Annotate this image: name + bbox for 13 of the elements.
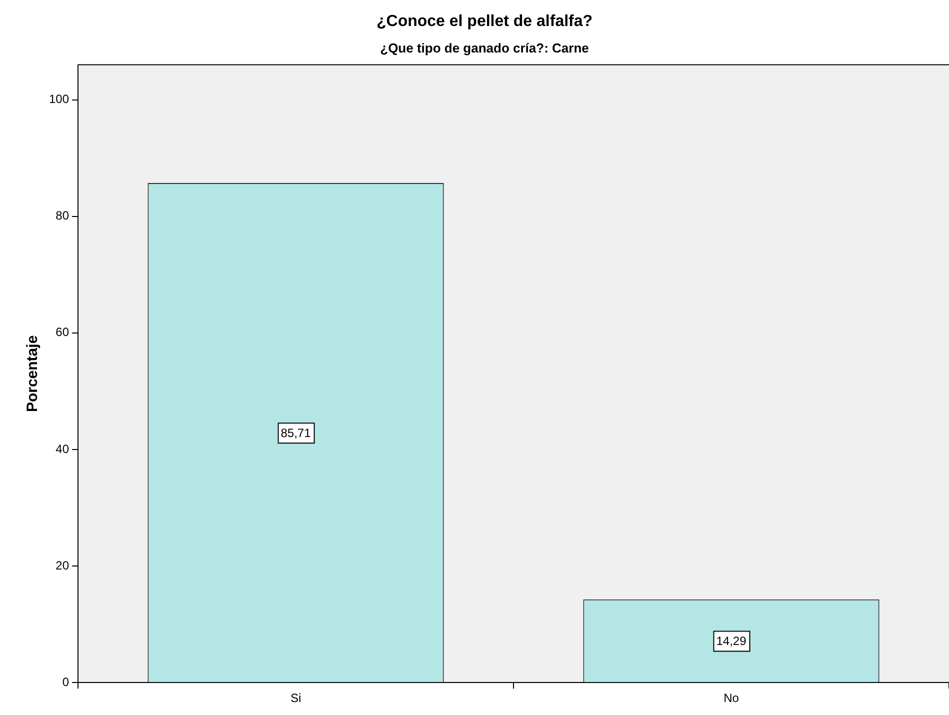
y-axis-title: Porcentaje (24, 335, 42, 412)
chart-subtitle: ¿Que tipo de ganado cría?: Carne (380, 40, 589, 56)
x-tick-label: No (724, 691, 740, 706)
data-label: 14,29 (716, 634, 747, 648)
y-tick-label: 0 (62, 674, 70, 689)
x-tick-label: Si (290, 691, 302, 706)
y-tick-label: 60 (56, 325, 70, 340)
y-tick-label: 20 (56, 558, 70, 572)
data-label: 85,71 (280, 426, 312, 440)
y-tick-label: 100 (48, 92, 70, 106)
y-tick-label: 80 (56, 208, 70, 223)
y-tick-label: 40 (56, 442, 70, 456)
chart-title: ¿Conoce el pellet de alfalfa? (376, 13, 593, 30)
